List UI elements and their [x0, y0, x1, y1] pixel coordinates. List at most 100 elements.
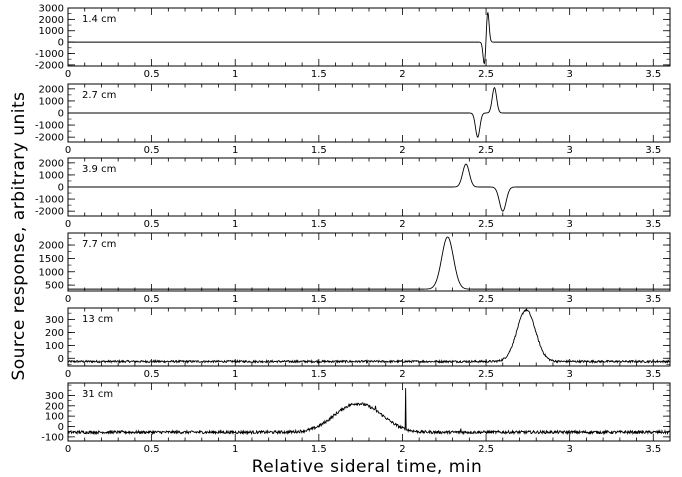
- y-tick-label: 0: [58, 354, 64, 365]
- y-tick-label: 1000: [39, 26, 64, 37]
- x-tick-label: 2.5: [478, 69, 494, 80]
- x-tick-label: 3.5: [645, 369, 661, 380]
- x-tick-label: 3: [566, 369, 572, 380]
- y-tick-label: 1000: [39, 267, 64, 278]
- x-tick-label: 3: [566, 145, 572, 156]
- y-tick-label: 0: [58, 183, 64, 194]
- y-tick-label: 300: [45, 315, 64, 326]
- y-tick-label: 2000: [39, 84, 64, 95]
- panel-13-cm: 0 0.5 1 1.5 2 2.5 3 3.5 0 100 200 300 13 cm: [45, 307, 671, 380]
- y-tick-label: -1000: [35, 49, 64, 60]
- x-tick-label: 0: [65, 219, 71, 230]
- x-tick-label: 2: [399, 444, 405, 455]
- panel-7.7-cm: 0 0.5 1 1.5 2 2.5 3 3.5 500 1000 1500 2000 7.7 cm: [39, 232, 671, 305]
- y-tick-label: 3000: [39, 4, 64, 15]
- x-tick-label: 0.5: [144, 444, 160, 455]
- x-tick-label: 1.5: [311, 294, 327, 305]
- x-tick-label: 3.5: [645, 69, 661, 80]
- x-tick-label: 0.5: [144, 69, 160, 80]
- y-tick-label: 100: [45, 341, 64, 352]
- panel-label: 3.9 cm: [82, 164, 116, 175]
- x-tick-label: 2: [399, 369, 405, 380]
- x-tick-label: 2.5: [478, 294, 494, 305]
- series-line: [68, 236, 670, 290]
- x-tick-label: 0.5: [144, 145, 160, 156]
- x-tick-label: 3.5: [645, 145, 661, 156]
- y-tick-label: 1500: [39, 254, 64, 265]
- y-tick-label: -2000: [35, 207, 64, 218]
- panel-1.4-cm: 0 0.5 1 1.5 2 2.5 3 3.5-2000-100001000200030001…: [35, 4, 671, 80]
- y-tick-label: 1000: [39, 96, 64, 107]
- y-tick-label: -1000: [35, 121, 64, 132]
- y-axis-title: Source response, arbitrary units: [9, 91, 29, 380]
- panel-label: 1.4 cm: [82, 14, 116, 25]
- y-tick-label: 200: [45, 401, 64, 412]
- x-tick-label: 3: [566, 444, 572, 455]
- y-tick-label: -100: [41, 432, 64, 443]
- x-tick-label: 3: [566, 219, 572, 230]
- y-tick-label: 100: [45, 412, 64, 423]
- panel-frame: [67, 232, 671, 292]
- x-tick-label: 0: [65, 369, 71, 380]
- panel-frame: [67, 7, 671, 67]
- panel-label: 7.7 cm: [82, 239, 116, 250]
- y-tick-label: -1000: [35, 195, 64, 206]
- x-tick-label: 3.5: [645, 444, 661, 455]
- x-tick-label: 1: [232, 69, 238, 80]
- x-tick-label: 2.5: [478, 219, 494, 230]
- series-line: [67, 388, 671, 436]
- x-axis-title: Relative sideral time, min: [252, 457, 483, 477]
- y-tick-label: 2000: [39, 158, 64, 169]
- x-tick-label: 1: [232, 294, 238, 305]
- x-tick-label: 2: [399, 219, 405, 230]
- x-tick-label: 3: [566, 294, 572, 305]
- x-tick-label: 1: [232, 219, 238, 230]
- y-tick-label: 300: [45, 391, 64, 402]
- panel-frame: [67, 307, 671, 367]
- series-line: [68, 12, 670, 65]
- panel-label: 13 cm: [82, 314, 113, 325]
- y-tick-label: 0: [58, 109, 64, 120]
- x-tick-label: 3.5: [645, 219, 661, 230]
- y-tick-label: 2000: [39, 15, 64, 26]
- x-tick-label: 2.5: [478, 444, 494, 455]
- y-tick-label: -2000: [35, 60, 64, 71]
- x-tick-label: 1: [232, 145, 238, 156]
- x-tick-label: 2.5: [478, 369, 494, 380]
- x-tick-label: 2.5: [478, 145, 494, 156]
- y-tick-label: 500: [45, 281, 64, 292]
- x-tick-label: 2: [399, 294, 405, 305]
- x-tick-label: 0: [65, 294, 71, 305]
- y-tick-label: 1000: [39, 170, 64, 181]
- panel-label: 31 cm: [82, 389, 113, 400]
- x-tick-label: 1.5: [311, 219, 327, 230]
- x-tick-label: 2: [399, 69, 405, 80]
- x-tick-label: 1: [232, 369, 238, 380]
- x-tick-label: 0: [65, 444, 71, 455]
- x-tick-label: 1.5: [311, 369, 327, 380]
- series-line: [68, 163, 670, 212]
- x-tick-label: 0: [65, 145, 71, 156]
- x-tick-label: 1.5: [311, 69, 327, 80]
- y-tick-label: 0: [58, 38, 64, 49]
- x-tick-label: 1.5: [311, 145, 327, 156]
- x-tick-label: 1: [232, 444, 238, 455]
- x-tick-label: 1.5: [311, 444, 327, 455]
- x-tick-label: 0.5: [144, 219, 160, 230]
- x-tick-label: 0: [65, 69, 71, 80]
- x-tick-label: 3.5: [645, 294, 661, 305]
- series-line: [67, 307, 671, 365]
- x-tick-label: 0.5: [144, 369, 160, 380]
- y-tick-label: 0: [58, 422, 64, 433]
- y-tick-label: 200: [45, 328, 64, 339]
- series-line: [68, 86, 670, 138]
- panel-label: 2.7 cm: [82, 90, 116, 101]
- y-tick-label: -2000: [35, 133, 64, 144]
- x-tick-label: 3: [566, 69, 572, 80]
- x-tick-label: 0.5: [144, 294, 160, 305]
- y-tick-label: 2000: [39, 241, 64, 252]
